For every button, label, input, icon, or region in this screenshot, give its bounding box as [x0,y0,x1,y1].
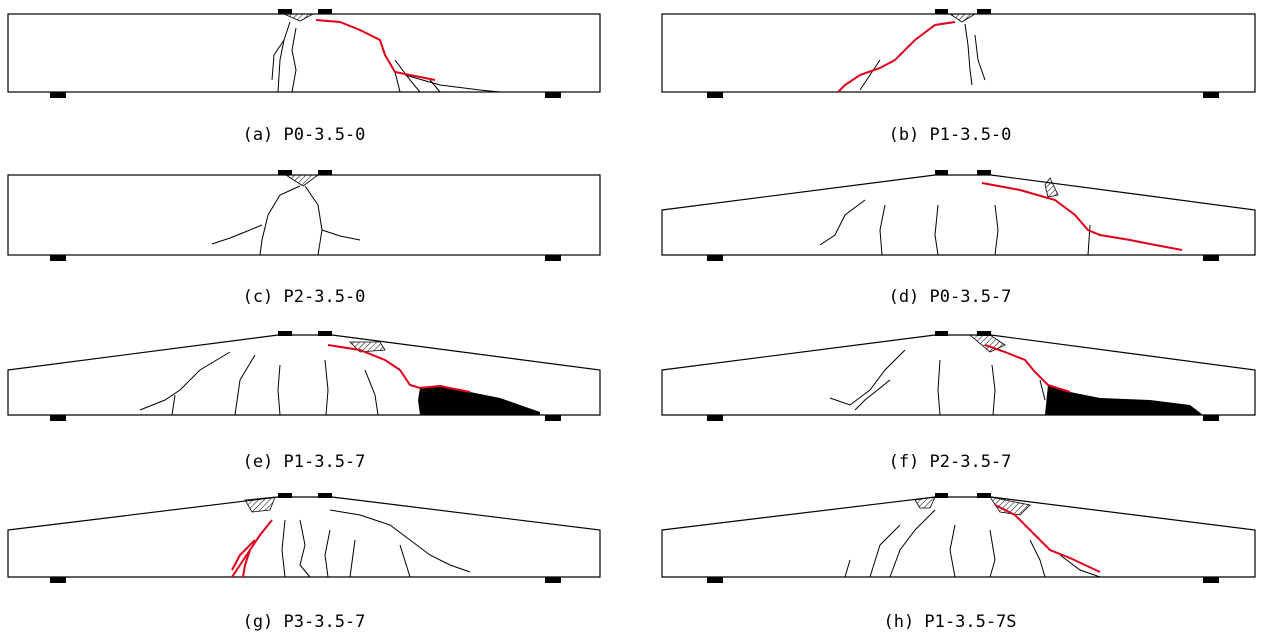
panel-b [661,9,1256,98]
caption: (d) P0-3.5-7 [889,287,1012,307]
panel-g [7,493,601,583]
panel-h [661,493,1256,583]
panel-e [7,331,601,421]
caption: (b) P1-3.5-0 [889,125,1012,145]
caption: (h) P1-3.5-7S [883,612,1016,632]
caption: (c) P2-3.5-0 [243,287,366,307]
caption: (f) P2-3.5-7 [889,452,1012,472]
caption: (a) P0-3.5-0 [243,125,366,145]
panel-d [661,170,1256,261]
caption: (g) P3-3.5-7 [243,612,366,632]
caption: (e) P1-3.5-7 [243,452,366,472]
panel-a [7,9,601,98]
panel-f [661,331,1256,421]
panel-c [7,170,601,261]
